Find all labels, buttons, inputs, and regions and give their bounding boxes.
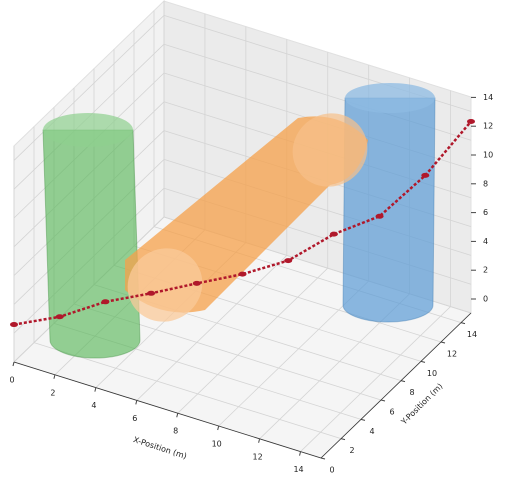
x-tick (176, 413, 179, 418)
y-tick-label: 6 (389, 408, 394, 417)
grid-line (13, 15, 165, 161)
x-tick-label: 10 (212, 440, 222, 449)
x-axis-label: X-Position (m) (132, 435, 188, 461)
x-tick (53, 374, 56, 379)
y-tick-label: 10 (427, 369, 437, 378)
y-tick (460, 322, 466, 325)
x-tick-label: 12 (253, 452, 263, 461)
x-tick (135, 400, 138, 405)
trajectory-point (10, 322, 18, 328)
x-tick-label: 0 (9, 376, 14, 385)
axis-line (320, 312, 472, 459)
y-tick-label: 0 (329, 466, 334, 475)
trajectory-point (329, 231, 338, 237)
y-tick (420, 360, 426, 363)
trajectory-point (238, 271, 247, 277)
x-tick (12, 361, 15, 367)
trajectory-point (147, 290, 156, 296)
y-tick-label: 12 (447, 350, 457, 359)
y-tick-label: 8 (409, 388, 414, 397)
trajectory-point (101, 299, 110, 305)
y-tick (380, 399, 386, 402)
orange-cylinder-end (292, 113, 368, 187)
y-tick-label: 4 (369, 427, 374, 436)
trajectory-point (375, 213, 384, 219)
green-cylinder (42, 129, 141, 359)
z-tick-label: 0 (483, 295, 488, 304)
trajectory (10, 118, 475, 328)
grid-line (300, 306, 451, 452)
z-tick-label: 12 (483, 122, 493, 131)
z-tick-label: 6 (483, 208, 488, 217)
obstacles (42, 83, 436, 359)
y-tick (400, 380, 406, 383)
x-tick-label: 14 (293, 465, 303, 474)
orange-cylinder-end (127, 248, 203, 322)
axis-line (13, 361, 322, 459)
x-tick (299, 451, 302, 456)
x-tick-label: 8 (173, 427, 178, 436)
y-axis-label: Y-Position (m) (399, 382, 445, 428)
trajectory-point (55, 314, 64, 320)
grid-line (177, 267, 329, 414)
trajectory-point (192, 280, 201, 286)
grid-line (33, 342, 342, 440)
x-tick-label: 6 (132, 414, 137, 423)
trajectory-point (421, 172, 430, 178)
grid-line (136, 255, 288, 401)
x-tick (217, 425, 220, 431)
x-tick (258, 438, 261, 443)
y-tick (360, 418, 366, 421)
z-tick-label: 4 (483, 237, 488, 246)
x-tick (94, 387, 97, 392)
y-tick (340, 438, 346, 441)
green-cylinder-top (43, 113, 133, 147)
y-tick (320, 457, 326, 460)
y-tick-label: 2 (349, 446, 354, 455)
z-tick-label: 2 (483, 266, 488, 275)
z-tick-label: 14 (483, 93, 493, 102)
y-tick (440, 341, 446, 344)
trajectory-point (284, 258, 293, 264)
x-tick-label: 4 (91, 401, 96, 410)
blue-cylinder-top (345, 83, 435, 113)
z-tick-label: 8 (483, 179, 488, 188)
y-tick-label: 14 (467, 330, 477, 339)
z-tick-label: 10 (483, 151, 493, 160)
trajectory-point (467, 118, 475, 124)
x-tick-label: 2 (50, 388, 55, 397)
